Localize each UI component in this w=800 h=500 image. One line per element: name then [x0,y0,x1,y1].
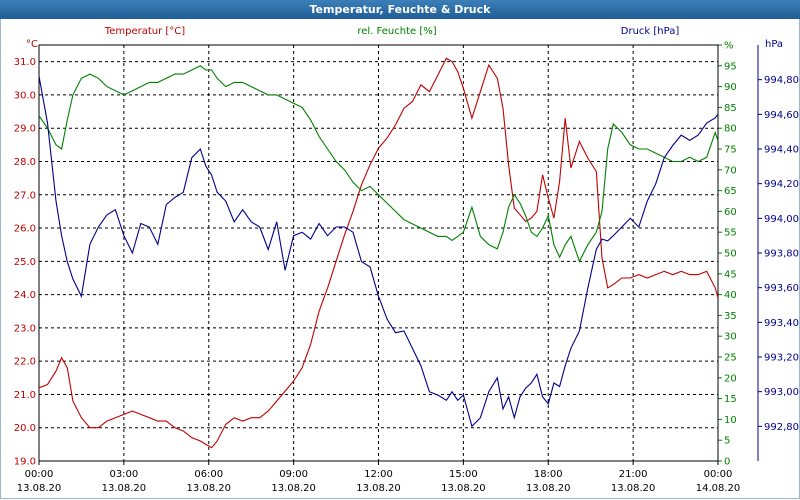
y-tick-label-temperature: 23.0 [14,323,36,334]
y-tick-label-pressure: 994,40 [764,145,799,156]
series-layer [38,57,719,449]
axis-unit-temperature: °C [26,39,38,50]
y-tick-label-pressure: 993,80 [764,249,799,260]
y-tick-label-humidity: 10 [724,415,737,426]
x-tick-label-time: 03:00 [109,469,138,480]
y-tick-label-pressure: 994,60 [764,110,799,121]
y-tick-label-humidity: 40 [724,290,737,301]
y-tick-label-temperature: 19.0 [14,457,36,468]
x-tick-label-time: 18:00 [534,469,563,480]
y-tick-label-humidity: 30 [724,332,737,343]
y-tick-label-humidity: 35 [724,311,737,322]
legend-temperature: Temperatur [°C] [104,26,185,37]
x-tick-label-time: 21:00 [619,469,648,480]
x-tick-label-date: 14.08.20 [696,483,741,494]
y-tick-label-humidity: 15 [724,394,737,405]
y-tick-label-pressure: 994,00 [764,214,799,225]
y-tick-label-humidity: 60 [724,207,737,218]
series-line-humidity [38,65,719,263]
x-tick-label-time: 00:00 [704,469,733,480]
y-tick-label-temperature: 25.0 [14,257,36,268]
y-tick-label-humidity: 55 [724,228,737,239]
y-tick-label-humidity: 5 [724,436,730,447]
y-tick-label-pressure: 993,20 [764,353,799,364]
y-tick-label-temperature: 30.0 [14,90,36,101]
plot-border [38,44,719,462]
y-tick-label-humidity: 65 [724,186,737,197]
y-tick-label-humidity: 0 [724,457,730,468]
legend-humidity: rel. Feuchte [%] [357,26,436,37]
y-tick-label-humidity: 45 [724,269,737,280]
y-tick-label-pressure: 993,40 [764,318,799,329]
x-tick-label-date: 13.08.20 [611,483,656,494]
y-tick-label-humidity: 70 [724,165,737,176]
x-tick-label-time: 15:00 [449,469,478,480]
x-tick-label-date: 13.08.20 [526,483,571,494]
y-tick-label-temperature: 26.0 [14,224,36,235]
y-tick-label-temperature: 29.0 [14,124,36,135]
y-tick-label-humidity: 50 [724,249,737,260]
y-tick-label-pressure: 993,00 [764,387,799,398]
x-tick-label-time: 06:00 [194,469,223,480]
y-tick-label-pressure: 994,20 [764,179,799,190]
axis-unit-pressure: hPa [765,39,783,50]
y-tick-label-temperature: 21.0 [14,390,36,401]
y-tick-label-temperature: 31.0 [14,57,36,68]
series-line-pressure [38,76,719,428]
x-tick-label-date: 13.08.20 [441,483,486,494]
y-tick-label-pressure: 993,60 [764,283,799,294]
legend-pressure: Druck [hPa] [621,26,680,37]
y-tick-label-temperature: 22.0 [14,357,36,368]
y-tick-label-pressure: 992,80 [764,422,799,433]
y-tick-label-humidity: 80 [724,124,737,135]
y-tick-label-temperature: 27.0 [14,190,36,201]
y-tick-label-temperature: 20.0 [14,423,36,434]
y-tick-label-temperature: 28.0 [14,157,36,168]
window-title: Temperatur, Feuchte & Druck [0,0,800,19]
series-line-temperature [38,57,719,449]
y-tick-label-humidity: 75 [724,145,737,156]
grid [38,44,762,465]
y-tick-label-humidity: 25 [724,353,737,364]
x-tick-label-date: 13.08.20 [102,483,147,494]
x-tick-label-date: 13.08.20 [356,483,401,494]
x-tick-label-date: 13.08.20 [271,483,316,494]
x-tick-label-time: 00:00 [25,469,54,480]
x-tick-label-date: 13.08.20 [186,483,231,494]
y-tick-label-pressure: 994,80 [764,75,799,86]
y-tick-label-temperature: 24.0 [14,290,36,301]
y-tick-label-humidity: 90 [724,82,737,93]
y-tick-label-humidity: 85 [724,103,737,114]
x-tick-label-date: 13.08.20 [17,483,62,494]
x-tick-label-time: 12:00 [364,469,393,480]
y-tick-label-humidity: % [724,41,734,52]
y-tick-label-humidity: 95 [724,61,737,72]
y-tick-label-humidity: 20 [724,373,737,384]
x-tick-label-time: 09:00 [279,469,308,480]
axes-labels: 00:00 13.08.20 03:00 13.08.20 06:00 13.08.20 0… [14,41,799,495]
